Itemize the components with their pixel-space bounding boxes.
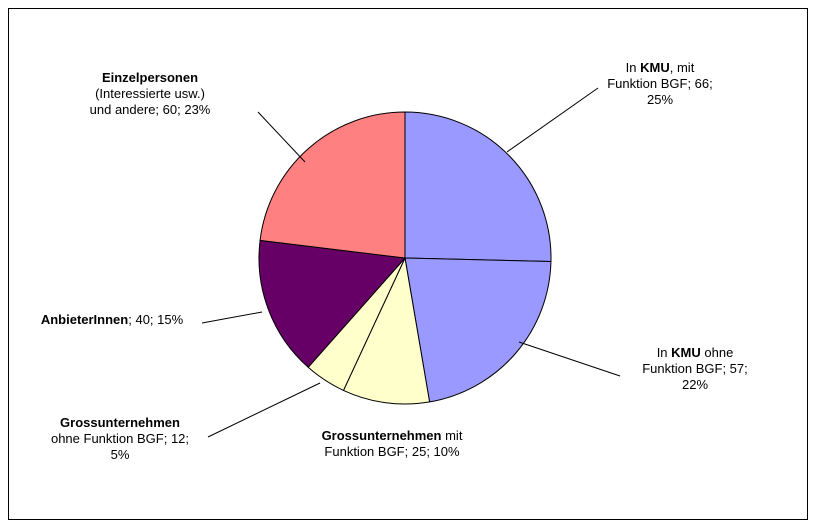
data-label: AnbieterInnen; 40; 15% (37, 312, 187, 328)
label-text: Grossunternehmen (60, 415, 180, 430)
value-label: 57; 22% (681, 361, 748, 392)
data-label: In KMU ohne Funktion BGF; 57; 22% (633, 345, 758, 393)
label-text: mit Funktion BGF (324, 428, 463, 459)
label-separator: ; (687, 76, 695, 91)
label-text: KMU (640, 60, 670, 75)
leader-line (257, 111, 306, 163)
data-label: Einzelpersonen (Interessierte usw.) und … (84, 70, 216, 118)
value-label: 25; 10% (411, 444, 460, 459)
label-text: Einzelpersonen (101, 70, 199, 85)
label-separator: ; (404, 444, 412, 459)
value-label: 40; 15% (135, 312, 184, 327)
value-label: 12; 5% (110, 431, 190, 462)
data-label: Grossunternehmen mit Funktion BGF; 25; 1… (307, 428, 477, 460)
pie-slice (342, 256, 431, 405)
label-separator: ; (155, 102, 163, 117)
label-separator: ; (128, 312, 136, 327)
pie-slice (258, 239, 407, 368)
leader-line (207, 382, 321, 438)
label-text: AnbieterInnen (40, 312, 129, 327)
value-label: 60; 23% (162, 102, 211, 117)
label-text: ohne Funktion BGF (50, 431, 164, 446)
data-label: Grossunternehmen ohne Funktion BGF; 12; … (45, 415, 195, 463)
leader-line (518, 341, 621, 377)
label-text: (Interessierte usw.) und andere (89, 86, 205, 117)
pie-slice (259, 111, 406, 259)
value-label: 66; 25% (646, 76, 713, 107)
label-text: In (625, 60, 641, 75)
pie-slice (404, 257, 552, 403)
leader-line (506, 87, 599, 153)
label-text: Grossunternehmen (321, 428, 442, 443)
leader-line (201, 311, 263, 324)
label-text: , mit Funktion BGF (607, 60, 695, 91)
label-text: In (656, 345, 672, 360)
label-text: ohne Funktion BGF (642, 345, 734, 376)
label-separator: ; (163, 431, 171, 446)
pie-slice (404, 111, 552, 263)
label-separator: ; (722, 361, 730, 376)
label-text: KMU (671, 345, 701, 360)
data-label: In KMU, mit Funktion BGF; 66; 25% (601, 60, 719, 108)
